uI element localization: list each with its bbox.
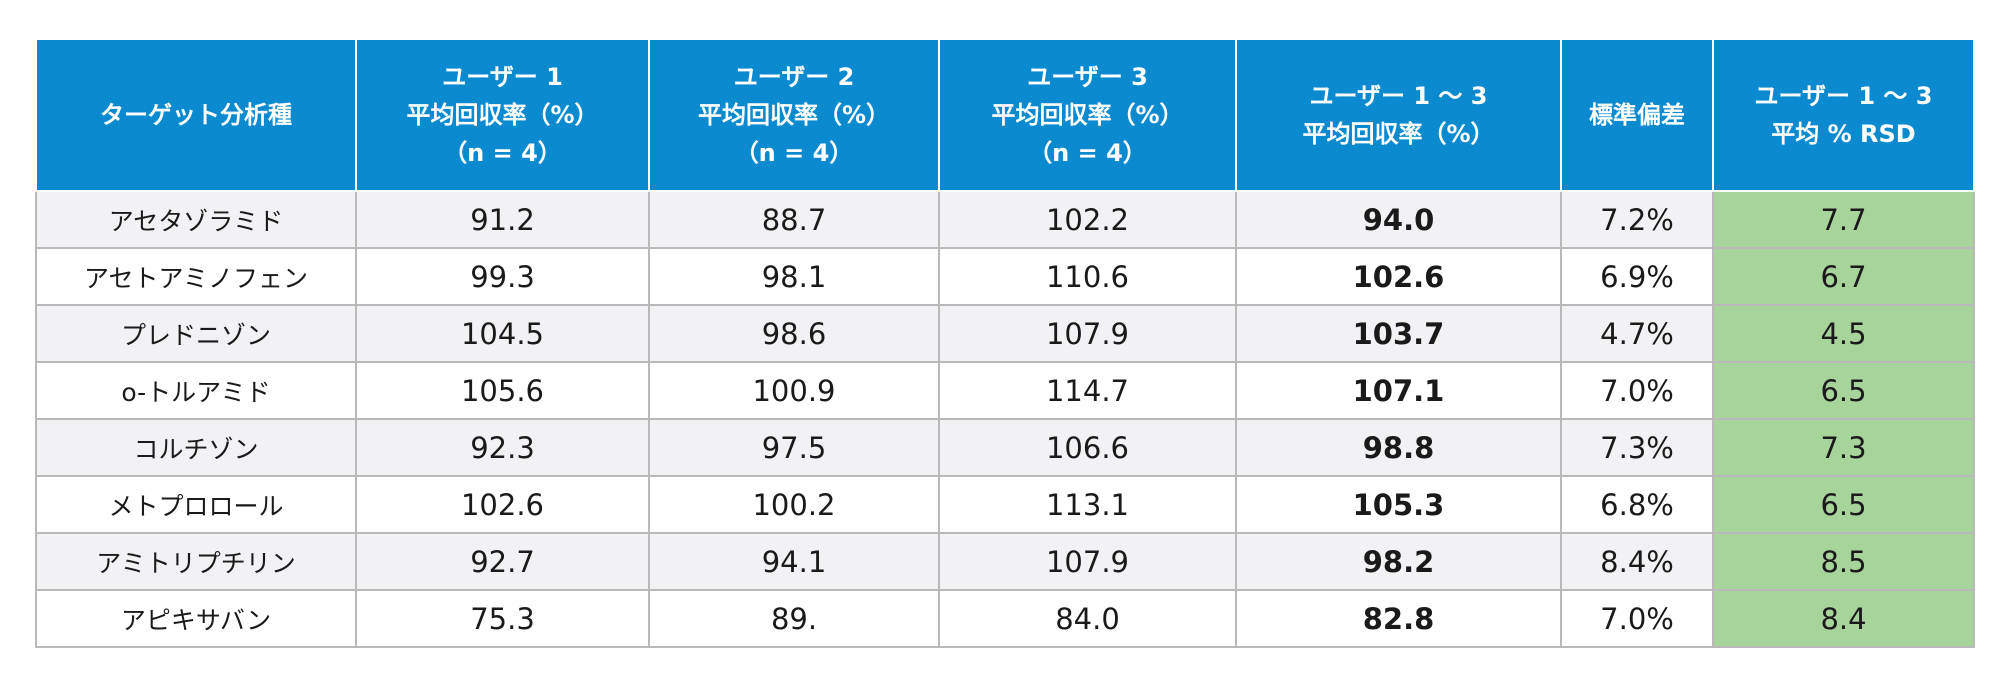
- user3-cell: 107.9: [938, 304, 1237, 363]
- rsd-cell: 7.7: [1712, 190, 1975, 249]
- mean-cell: 98.2: [1235, 532, 1562, 591]
- sd-cell: 8.4%: [1560, 532, 1714, 591]
- user1-cell: 75.3: [355, 589, 650, 648]
- sd-cell: 6.8%: [1560, 475, 1714, 534]
- user1-cell: 91.2: [355, 190, 650, 249]
- user2-cell: 88.7: [648, 190, 940, 249]
- analyte-cell: アセタゾラミド: [35, 190, 357, 249]
- header-text: ユーザー 1 ～ 3: [1309, 82, 1488, 110]
- user3-cell: 114.7: [938, 361, 1237, 420]
- header-row: ターゲット分析種 ユーザー 1 平均回収率（%） （n = 4） ユーザー 2 …: [35, 38, 1975, 192]
- sd-cell: 4.7%: [1560, 304, 1714, 363]
- table-row: アセタゾラミド 91.2 88.7 102.2 94.0 7.2% 7.7: [35, 190, 1975, 249]
- user1-cell: 102.6: [355, 475, 650, 534]
- user1-cell: 104.5: [355, 304, 650, 363]
- user3-cell: 107.9: [938, 532, 1237, 591]
- header-text: 平均回収率（%）: [697, 101, 891, 129]
- user2-cell: 100.9: [648, 361, 940, 420]
- user2-cell: 97.5: [648, 418, 940, 477]
- header-sd: 標準偏差: [1560, 38, 1714, 192]
- table-row: プレドニゾン 104.5 98.6 107.9 103.7 4.7% 4.5: [35, 304, 1975, 363]
- rsd-cell: 6.7: [1712, 247, 1975, 306]
- sd-cell: 6.9%: [1560, 247, 1714, 306]
- rsd-cell: 7.3: [1712, 418, 1975, 477]
- rsd-cell: 6.5: [1712, 361, 1975, 420]
- rsd-cell: 4.5: [1712, 304, 1975, 363]
- user1-cell: 99.3: [355, 247, 650, 306]
- table-row: メトプロロール 102.6 100.2 113.1 105.3 6.8% 6.5: [35, 475, 1975, 534]
- recovery-table: ターゲット分析種 ユーザー 1 平均回収率（%） （n = 4） ユーザー 2 …: [35, 38, 1975, 648]
- header-text: 平均回収率（%）: [406, 101, 599, 129]
- sd-cell: 7.2%: [1560, 190, 1714, 249]
- header-mean: ユーザー 1 ～ 3 平均回収率（%）: [1235, 38, 1562, 192]
- user1-cell: 92.7: [355, 532, 650, 591]
- header-user2: ユーザー 2 平均回収率（%） （n = 4）: [648, 38, 940, 192]
- header-text: 平均回収率（%）: [1302, 120, 1495, 148]
- table-row: o-トルアミド 105.6 100.9 114.7 107.1 7.0% 6.5: [35, 361, 1975, 420]
- user1-cell: 105.6: [355, 361, 650, 420]
- mean-cell: 103.7: [1235, 304, 1562, 363]
- user3-cell: 106.6: [938, 418, 1237, 477]
- mean-cell: 94.0: [1235, 190, 1562, 249]
- analyte-cell: プレドニゾン: [35, 304, 357, 363]
- user3-cell: 113.1: [938, 475, 1237, 534]
- user1-cell: 92.3: [355, 418, 650, 477]
- sd-cell: 7.0%: [1560, 361, 1714, 420]
- table-row: アピキサバン 75.3 89. 84.0 82.8 7.0% 8.4: [35, 589, 1975, 648]
- mean-cell: 82.8: [1235, 589, 1562, 648]
- analyte-cell: アセトアミノフェン: [35, 247, 357, 306]
- mean-cell: 102.6: [1235, 247, 1562, 306]
- user2-cell: 98.1: [648, 247, 940, 306]
- user2-cell: 98.6: [648, 304, 940, 363]
- analyte-cell: メトプロロール: [35, 475, 357, 534]
- rsd-cell: 8.4: [1712, 589, 1975, 648]
- analyte-cell: アミトリプチリン: [35, 532, 357, 591]
- header-text: ユーザー 3: [1027, 63, 1148, 91]
- header-text: ユーザー 2: [733, 63, 855, 91]
- user2-cell: 94.1: [648, 532, 940, 591]
- analyte-cell: o-トルアミド: [35, 361, 357, 420]
- header-text: ユーザー 1: [442, 63, 563, 91]
- table-row: アミトリプチリン 92.7 94.1 107.9 98.2 8.4% 8.5: [35, 532, 1975, 591]
- analyte-cell: アピキサバン: [35, 589, 357, 648]
- user3-cell: 102.2: [938, 190, 1237, 249]
- table-row: アセトアミノフェン 99.3 98.1 110.6 102.6 6.9% 6.7: [35, 247, 1975, 306]
- sd-cell: 7.3%: [1560, 418, 1714, 477]
- header-user3: ユーザー 3 平均回収率（%） （n = 4）: [938, 38, 1237, 192]
- rsd-cell: 8.5: [1712, 532, 1975, 591]
- header-text: 平均回収率（%）: [991, 101, 1184, 129]
- header-text: （n = 4）: [1028, 139, 1147, 167]
- user3-cell: 84.0: [938, 589, 1237, 648]
- user3-cell: 110.6: [938, 247, 1237, 306]
- header-rsd: ユーザー 1 ～ 3 平均 % RSD: [1712, 38, 1975, 192]
- header-text: 平均 % RSD: [1771, 120, 1916, 148]
- header-text: （n = 4）: [734, 139, 854, 167]
- sd-cell: 7.0%: [1560, 589, 1714, 648]
- header-text: ターゲット分析種: [100, 101, 292, 129]
- mean-cell: 98.8: [1235, 418, 1562, 477]
- header-text: 標準偏差: [1589, 101, 1685, 129]
- header-text: ユーザー 1 ～ 3: [1754, 82, 1933, 110]
- analyte-cell: コルチゾン: [35, 418, 357, 477]
- header-text: （n = 4）: [443, 139, 562, 167]
- header-analyte: ターゲット分析種: [35, 38, 357, 192]
- header-user1: ユーザー 1 平均回収率（%） （n = 4）: [355, 38, 650, 192]
- mean-cell: 105.3: [1235, 475, 1562, 534]
- user2-cell: 100.2: [648, 475, 940, 534]
- user2-cell: 89.: [648, 589, 940, 648]
- table-row: コルチゾン 92.3 97.5 106.6 98.8 7.3% 7.3: [35, 418, 1975, 477]
- rsd-cell: 6.5: [1712, 475, 1975, 534]
- mean-cell: 107.1: [1235, 361, 1562, 420]
